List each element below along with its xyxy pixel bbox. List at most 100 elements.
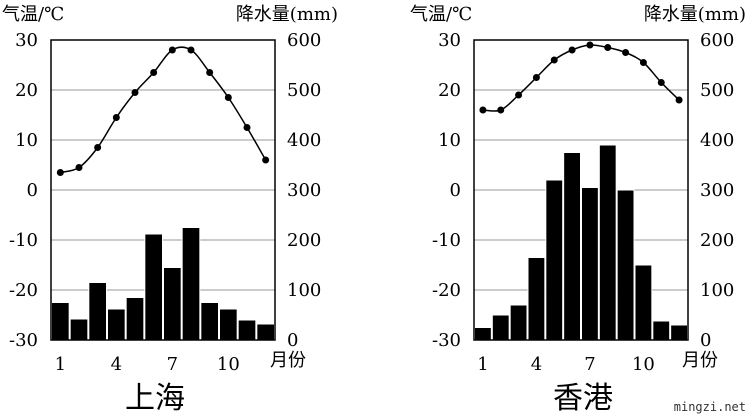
temperature-point bbox=[479, 106, 487, 114]
temp-tick-label: 30 bbox=[438, 30, 461, 51]
temperature-point bbox=[532, 74, 540, 81]
temp-tick-label: -30 bbox=[432, 330, 461, 351]
chart-title: 香港 bbox=[553, 381, 613, 415]
temperature-point bbox=[639, 59, 647, 66]
temp-tick-label: 20 bbox=[15, 80, 38, 101]
x-tick-label: 7 bbox=[167, 354, 178, 375]
precip-tick-label: 500 bbox=[700, 80, 734, 101]
x-tick-label: 10 bbox=[632, 354, 655, 375]
precip-tick-label: 500 bbox=[287, 80, 321, 101]
precip-bar bbox=[509, 304, 528, 341]
precip-tick-label: 0 bbox=[287, 330, 298, 351]
temperature-point bbox=[586, 41, 594, 49]
precip-bar bbox=[144, 233, 163, 341]
temperature-point bbox=[56, 169, 64, 176]
right-axis-label: 降水量(mm) bbox=[236, 4, 338, 25]
precip-bar bbox=[581, 187, 599, 341]
temp-tick-label: 0 bbox=[450, 180, 461, 201]
precip-bar bbox=[237, 319, 257, 341]
precip-tick-label: 200 bbox=[700, 230, 734, 251]
temp-tick-label: -20 bbox=[9, 280, 38, 301]
temperature-point bbox=[568, 46, 576, 54]
precip-tick-label: 100 bbox=[700, 280, 734, 301]
precip-bar bbox=[88, 282, 108, 341]
precip-tick-label: 600 bbox=[287, 30, 321, 51]
x-tick-label: 4 bbox=[111, 354, 122, 375]
precip-tick-label: 300 bbox=[700, 180, 734, 201]
precip-bar bbox=[616, 189, 635, 341]
precip-bar bbox=[125, 297, 145, 341]
temp-tick-label: 30 bbox=[15, 30, 38, 51]
temperature-point bbox=[262, 156, 270, 164]
precip-bar bbox=[256, 323, 276, 341]
precip-bar bbox=[527, 257, 546, 341]
plot-frame bbox=[473, 39, 689, 341]
temp-tick-label: 10 bbox=[15, 130, 38, 151]
precip-tick-label: 400 bbox=[287, 130, 321, 151]
x-unit-label: 月份 bbox=[682, 350, 718, 371]
precip-tick-label: 0 bbox=[700, 330, 711, 351]
left-axis-label: 气温/℃ bbox=[410, 4, 472, 25]
temperature-point bbox=[243, 124, 251, 131]
precip-bar bbox=[670, 324, 689, 341]
precip-bar bbox=[652, 320, 671, 341]
temperature-point bbox=[604, 44, 612, 51]
right-axis-label: 降水量(mm) bbox=[644, 4, 746, 25]
precip-bar bbox=[634, 264, 653, 341]
temperature-point bbox=[657, 79, 665, 86]
watermark: mingzi.net bbox=[674, 400, 746, 414]
temperature-point bbox=[224, 94, 232, 101]
x-tick-label: 1 bbox=[55, 354, 66, 375]
precip-bar bbox=[107, 308, 126, 341]
precip-bar bbox=[219, 308, 238, 341]
plot-frame bbox=[50, 39, 276, 341]
precip-bar bbox=[545, 179, 564, 341]
precip-bar bbox=[598, 144, 617, 341]
chart-title: 上海 bbox=[125, 381, 185, 415]
temperature-line bbox=[482, 44, 680, 112]
temperature-point bbox=[206, 69, 214, 76]
precip-tick-label: 200 bbox=[287, 230, 321, 251]
x-tick-label: 4 bbox=[531, 354, 542, 375]
temperature-point bbox=[75, 164, 83, 171]
left-axis-label: 气温/℃ bbox=[2, 4, 64, 25]
x-unit-label: 月份 bbox=[270, 350, 306, 371]
temperature-point bbox=[112, 114, 120, 121]
precip-tick-label: 600 bbox=[700, 30, 734, 51]
temp-tick-label: -30 bbox=[9, 330, 38, 351]
temperature-point bbox=[675, 96, 683, 104]
precip-bar bbox=[181, 227, 201, 341]
precip-tick-label: 100 bbox=[287, 280, 321, 301]
temperature-point bbox=[550, 56, 558, 64]
temp-tick-label: 10 bbox=[438, 130, 461, 151]
precip-tick-label: 300 bbox=[287, 180, 321, 201]
temp-tick-label: -10 bbox=[432, 230, 461, 251]
x-tick-label: 7 bbox=[584, 354, 595, 375]
temperature-point bbox=[131, 89, 139, 96]
x-tick-label: 10 bbox=[217, 354, 240, 375]
temperature-point bbox=[515, 91, 523, 99]
temp-tick-label: 20 bbox=[438, 80, 461, 101]
temp-tick-label: -10 bbox=[9, 230, 38, 251]
precip-bar bbox=[474, 327, 492, 341]
precip-tick-label: 400 bbox=[700, 130, 734, 151]
precip-bar bbox=[163, 267, 182, 341]
temperature-line bbox=[60, 46, 267, 174]
temperature-point bbox=[622, 49, 630, 56]
temperature-point bbox=[168, 46, 176, 54]
temperature-point bbox=[94, 144, 102, 151]
precip-bar bbox=[563, 152, 582, 341]
temp-tick-label: 0 bbox=[27, 180, 38, 201]
precip-bar bbox=[491, 314, 510, 341]
temp-tick-label: -20 bbox=[432, 280, 461, 301]
temperature-point bbox=[150, 69, 158, 76]
precip-bar bbox=[51, 302, 70, 341]
precip-bar bbox=[69, 318, 89, 341]
precip-bar bbox=[200, 302, 219, 341]
temperature-point bbox=[187, 46, 195, 54]
x-tick-label: 1 bbox=[477, 354, 488, 375]
temperature-point bbox=[497, 106, 505, 114]
